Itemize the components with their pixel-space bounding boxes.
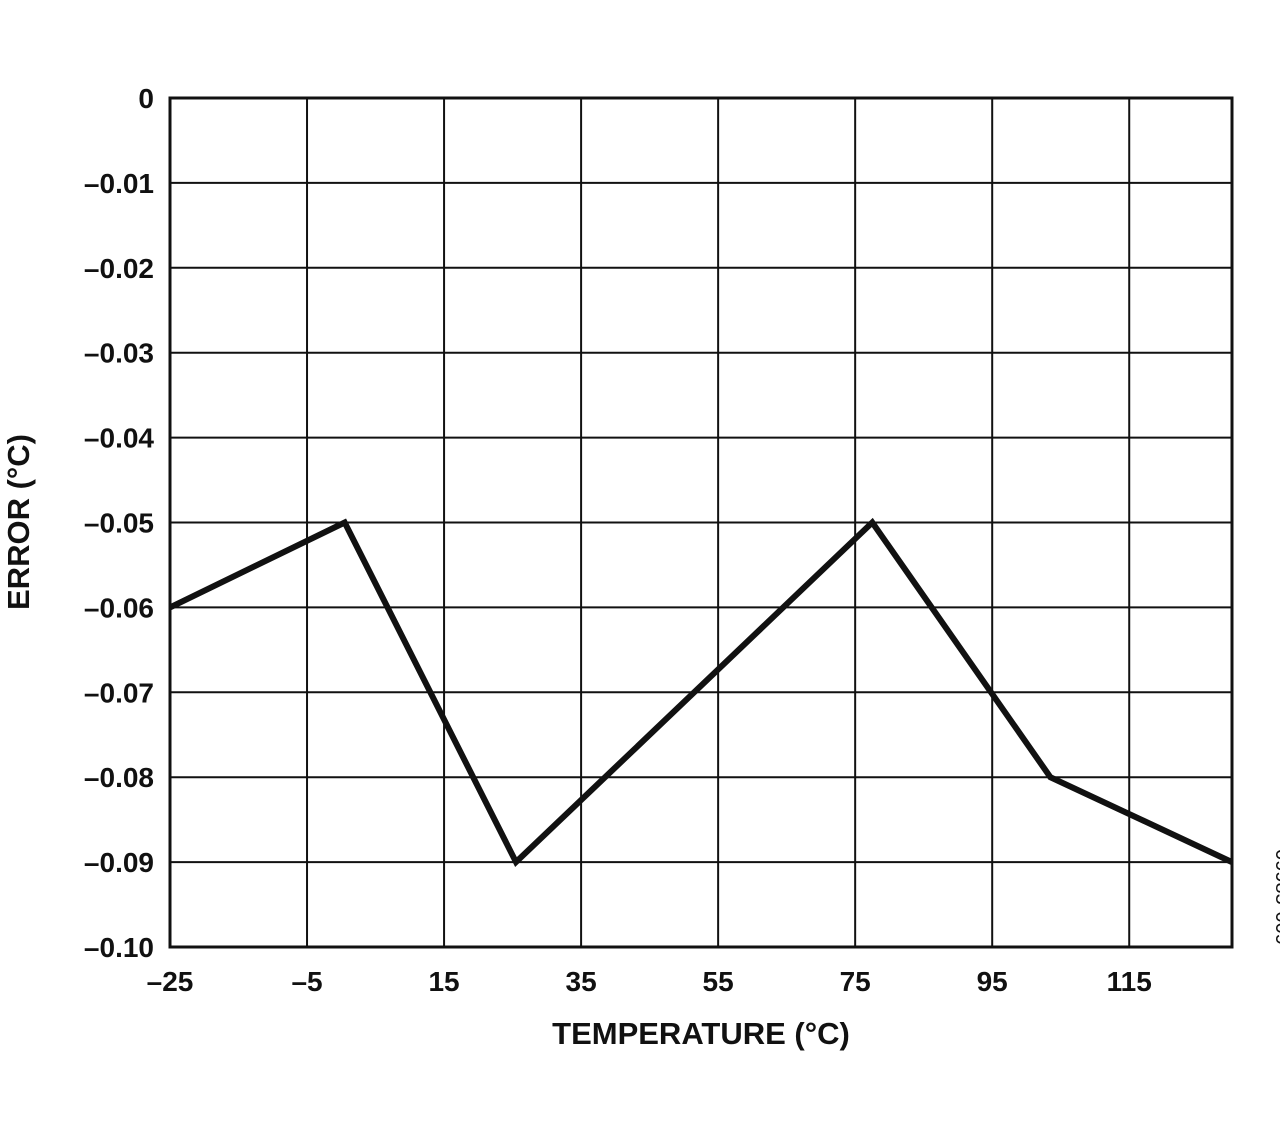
y-tick-label: –0.01 [84, 168, 154, 199]
y-tick-label: –0.06 [84, 592, 154, 623]
y-tick-labels: 0 –0.01 –0.02 –0.03 –0.04 –0.05 –0.06 –0.07 –0.0… [84, 83, 154, 963]
y-tick-label: –0.10 [84, 932, 154, 963]
x-tick-labels: –25 –5 15 35 55 75 95 115 [147, 966, 1152, 997]
series-line [168, 517, 1234, 868]
x-tick-label: 15 [428, 966, 459, 997]
y-tick-label: –0.03 [84, 338, 154, 369]
x-tick-label: 115 [1107, 966, 1152, 997]
figure-id-label: 09985-009 [1271, 849, 1280, 945]
x-tick-label: 35 [566, 966, 597, 997]
x-tick-label: –5 [291, 966, 322, 997]
y-tick-label: –0.07 [84, 677, 154, 708]
y-axis-title: ERROR (°C) [1, 434, 36, 610]
series-layer [168, 517, 1234, 868]
x-axis-title: TEMPERATURE (°C) [552, 1016, 850, 1051]
plot-frame [168, 96, 1234, 949]
y-tick-label: –0.04 [84, 423, 154, 454]
grid-lines [169, 97, 1232, 948]
x-tick-label: 55 [703, 966, 734, 997]
x-tick-label: 95 [977, 966, 1008, 997]
x-tick-label: –25 [147, 966, 194, 997]
y-tick-label: –0.08 [84, 762, 154, 793]
y-tick-label: –0.09 [84, 847, 154, 878]
x-tick-label: 75 [840, 966, 871, 997]
y-tick-label: –0.05 [84, 508, 154, 539]
y-tick-label: –0.02 [84, 253, 154, 284]
y-tick-label: 0 [138, 83, 154, 114]
